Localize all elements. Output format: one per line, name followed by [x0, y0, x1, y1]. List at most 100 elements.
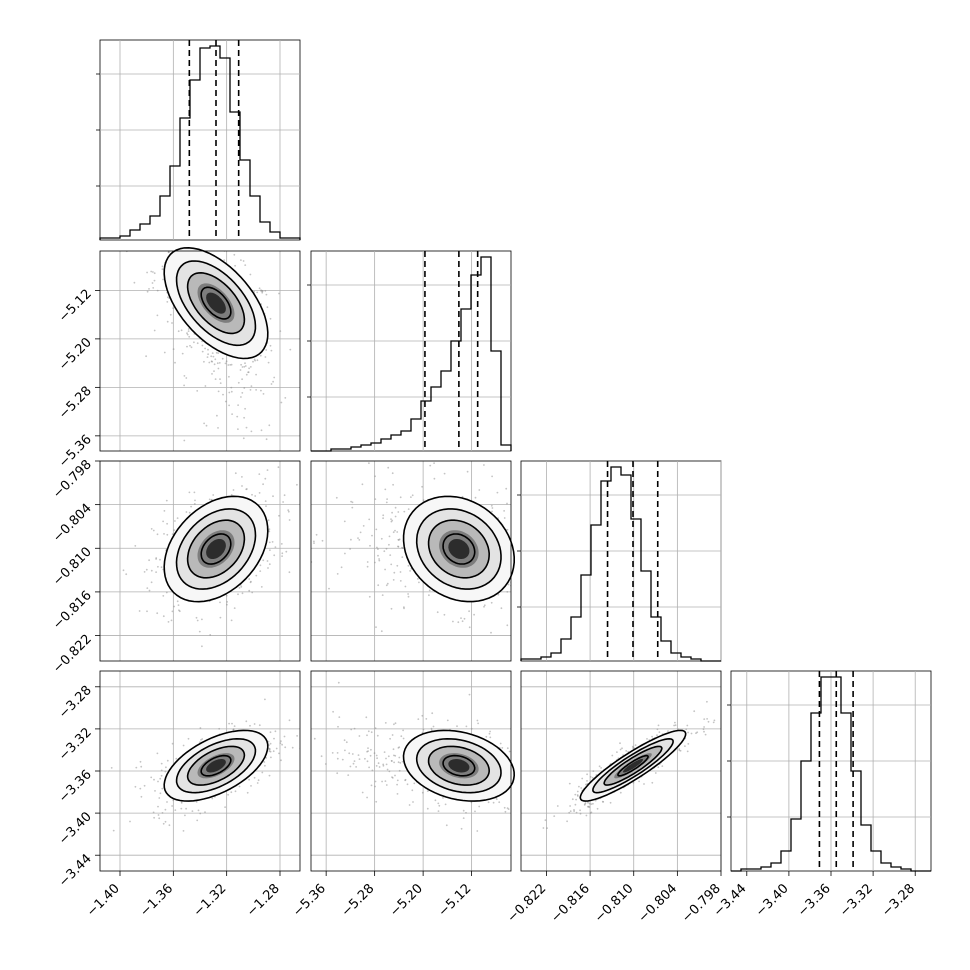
- sample-point: [388, 770, 391, 773]
- panel-frame-2-0: [99, 460, 301, 662]
- sample-point: [155, 557, 158, 559]
- sample-point: [352, 762, 355, 765]
- sample-point: [707, 720, 710, 723]
- sample-point: [411, 789, 414, 792]
- x-tick-label-2-0: −0.822: [505, 881, 550, 926]
- sample-point: [696, 731, 699, 734]
- sample-point: [161, 268, 164, 271]
- sample-point: [391, 472, 394, 475]
- sample-point: [223, 259, 226, 261]
- contour-3-3-1: [442, 754, 476, 777]
- sample-point: [533, 784, 535, 786]
- sample-point: [215, 351, 218, 354]
- sample-point: [230, 619, 233, 622]
- sample-point: [374, 780, 377, 783]
- sample-point: [269, 317, 272, 320]
- y-tick-label-2-0: −0.822: [50, 632, 95, 677]
- sample-point: [492, 801, 495, 804]
- sample-point: [189, 344, 191, 347]
- sample-point: [385, 547, 388, 550]
- sample-point: [125, 573, 128, 576]
- sample-point: [596, 807, 599, 810]
- sample-point: [407, 508, 410, 510]
- sample-point: [201, 244, 203, 246]
- sample-point: [369, 544, 371, 547]
- sample-point: [201, 618, 203, 621]
- sample-point: [156, 533, 159, 536]
- sample-point: [264, 764, 266, 767]
- sample-point: [268, 528, 271, 530]
- sample-point: [281, 743, 283, 746]
- x-tick-label-0-2: −1.32: [191, 881, 230, 920]
- sample-point: [357, 537, 359, 539]
- sample-point: [233, 607, 236, 609]
- sample-point: [457, 621, 460, 624]
- sample-point: [262, 393, 265, 395]
- sample-point: [139, 760, 142, 763]
- sample-point: [260, 289, 262, 292]
- sample-point: [145, 355, 148, 358]
- sample-point: [331, 752, 334, 754]
- sample-point: [686, 750, 689, 753]
- sample-point: [377, 548, 379, 550]
- sample-point: [177, 330, 180, 333]
- contour-2-3-1: [427, 745, 491, 786]
- sample-point: [308, 535, 310, 537]
- y-tick-label-3-0: −3.44: [56, 851, 95, 890]
- sample-point: [248, 589, 251, 592]
- sample-point: [251, 493, 253, 496]
- sample-point: [167, 296, 169, 299]
- sample-point: [221, 357, 224, 360]
- sample-point: [260, 429, 263, 432]
- sample-point: [390, 518, 392, 520]
- sample-point: [368, 595, 371, 598]
- sample-point: [224, 806, 227, 808]
- sample-point: [394, 722, 397, 725]
- sample-point: [351, 753, 354, 755]
- sample-point: [374, 561, 376, 564]
- sample-point: [336, 752, 339, 754]
- sample-point: [609, 801, 612, 804]
- sample-point: [366, 796, 368, 799]
- sample-point: [377, 584, 380, 587]
- x-tick-label-2-3: −0.804: [636, 881, 681, 926]
- sample-point: [199, 812, 202, 815]
- contour-3-3-2: [617, 754, 649, 777]
- sample-point: [194, 499, 196, 502]
- sample-point: [164, 820, 167, 823]
- contour-3-2-1: [442, 533, 476, 565]
- sample-point: [367, 747, 369, 749]
- sample-point: [474, 810, 476, 813]
- sample-point: [162, 278, 165, 281]
- sample-point: [438, 804, 441, 807]
- sample-point: [173, 529, 176, 531]
- sample-point: [217, 390, 220, 393]
- sample-point: [389, 737, 391, 740]
- sample-point: [657, 766, 660, 769]
- sample-point: [350, 538, 352, 541]
- sample-point: [230, 386, 233, 389]
- sample-point: [187, 737, 190, 740]
- sample-point: [385, 584, 388, 587]
- sample-point: [245, 720, 248, 723]
- sample-point: [375, 765, 378, 767]
- sample-point: [270, 349, 273, 352]
- sample-point: [276, 490, 278, 492]
- sample-point: [135, 766, 138, 769]
- sample-point: [431, 712, 434, 715]
- sample-point: [240, 259, 242, 261]
- sample-point: [421, 485, 423, 488]
- sample-point: [176, 517, 179, 519]
- sample-point: [575, 798, 577, 801]
- sample-point: [218, 727, 221, 730]
- sample-point: [182, 744, 185, 747]
- contour-2-2-1: [427, 519, 491, 579]
- sample-point: [442, 797, 444, 799]
- sample-point: [574, 793, 577, 796]
- sample-point: [388, 543, 390, 546]
- sample-point: [157, 565, 159, 568]
- sample-point: [374, 727, 377, 729]
- sample-point: [198, 630, 201, 633]
- sample-point: [383, 550, 386, 553]
- contour-1-3-2: [592, 737, 674, 794]
